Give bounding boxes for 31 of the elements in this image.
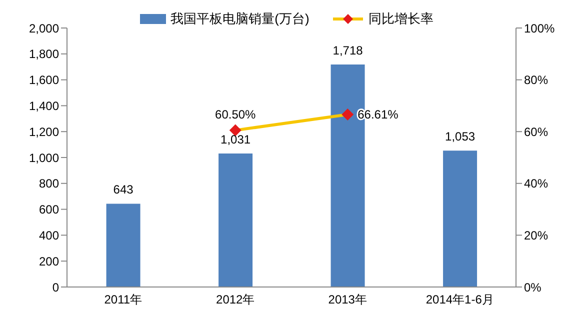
- y2-tick-label: 40%: [524, 176, 548, 191]
- data-label: 60.50%: [215, 107, 256, 122]
- y2-tick-label: 100%: [524, 21, 556, 36]
- y-tick-label: 200: [38, 254, 60, 268]
- x-tick-label: 2011年: [104, 292, 142, 307]
- y2-tick-label: 80%: [524, 73, 548, 88]
- y2-tick-label: 60%: [524, 124, 548, 139]
- x-tick-label: 2013年: [328, 292, 367, 307]
- y2-tick-label: 0%: [524, 280, 542, 294]
- y2-tick-label: 20%: [524, 228, 548, 242]
- x-tick-label: 2014年1-6月: [426, 292, 494, 307]
- y-tick-label: 0: [52, 280, 60, 294]
- data-label: 1,053: [445, 130, 476, 144]
- y-tick-label: 400: [38, 228, 60, 242]
- bar: [218, 153, 253, 287]
- legend-label: 我国平板电脑销量(万台): [170, 10, 310, 28]
- y-tick-label: 800: [38, 176, 60, 191]
- x-tick-label: 2012年: [216, 292, 255, 307]
- y-tick-label: 1,600: [28, 73, 60, 88]
- legend-label: 同比增长率: [368, 10, 434, 28]
- y-tick-label: 1,400: [28, 98, 60, 113]
- y-tick-label: 600: [38, 202, 60, 217]
- data-label: 1,031: [220, 132, 251, 146]
- y-tick-label: 1,000: [28, 150, 60, 165]
- bar: [443, 150, 478, 287]
- data-label: 1,718: [332, 44, 364, 58]
- bar: [106, 204, 140, 287]
- y-tick-label: 1,800: [28, 47, 60, 62]
- y-tick-label: 1,200: [28, 124, 60, 139]
- y-tick-label: 2,000: [28, 21, 60, 36]
- data-label: 643: [113, 182, 134, 197]
